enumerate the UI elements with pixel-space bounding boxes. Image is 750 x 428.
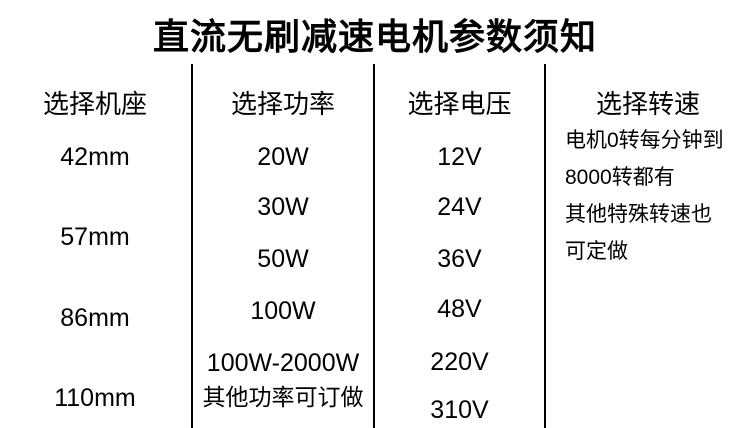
speed-note-line: 其他特殊转速也 (565, 203, 712, 226)
frame-size-option: 86mm (60, 304, 130, 332)
column-header-speed: 选择转速 (595, 89, 700, 119)
power-option: 50W (257, 245, 309, 273)
voltage-option: 48V (437, 295, 482, 323)
speed-note: 电机0转每分钟到 8000转都有 其他特殊转速也 可定做 (565, 122, 724, 270)
voltage-option: 36V (437, 245, 482, 273)
frame-size-option: 42mm (60, 143, 130, 171)
voltage-option: 220V (430, 348, 489, 376)
power-option: 100W (250, 297, 316, 325)
power-option: 20W (257, 143, 309, 171)
power-option-range: 100W-2000W (206, 349, 360, 377)
column-header-power: 选择功率 (230, 89, 335, 119)
voltage-option: 12V (437, 143, 482, 171)
column-header-voltage: 选择电压 (407, 89, 512, 119)
speed-note-line: 电机0转每分钟到 (565, 129, 724, 152)
speed-note-line: 8000转都有 (565, 166, 675, 189)
column-divider-3 (544, 64, 546, 428)
speed-note-line: 可定做 (565, 240, 628, 263)
column-divider-1 (191, 64, 193, 428)
voltage-option: 24V (437, 193, 482, 221)
frame-size-option: 57mm (60, 223, 130, 251)
power-custom-note: 其他功率可订做 (202, 384, 364, 410)
frame-size-option: 110mm (54, 384, 136, 412)
column-header-frame-size: 选择机座 (42, 89, 147, 119)
power-option: 30W (257, 193, 309, 221)
page-title: 直流无刷减速电机参数须知 (152, 16, 597, 57)
column-divider-2 (373, 64, 375, 428)
voltage-option: 310V (430, 396, 489, 424)
